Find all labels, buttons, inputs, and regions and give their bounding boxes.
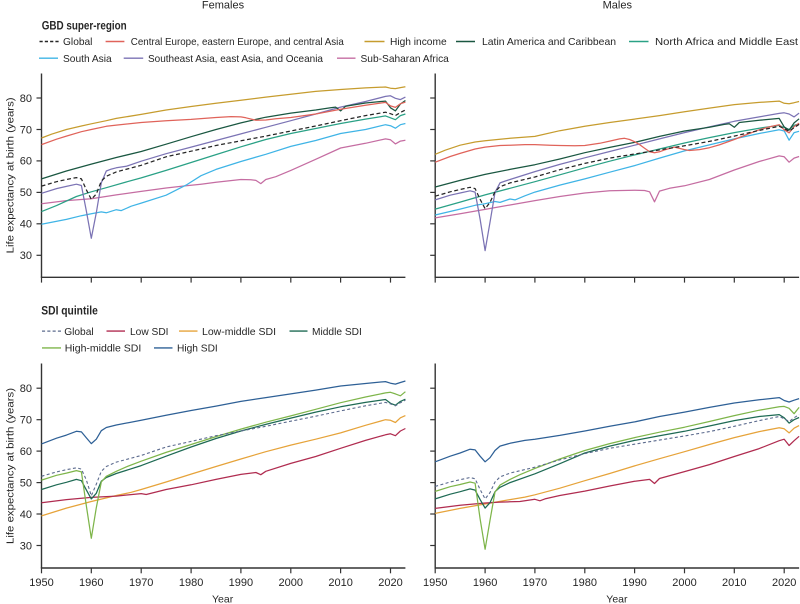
- svg-text:GBD super-region: GBD super-region: [42, 21, 127, 33]
- svg-text:Sub-Saharan Africa: Sub-Saharan Africa: [361, 54, 450, 65]
- svg-text:1950: 1950: [29, 577, 53, 589]
- svg-text:1960: 1960: [79, 577, 103, 589]
- svg-text:40: 40: [20, 219, 32, 231]
- svg-text:North Africa and Middle East: North Africa and Middle East: [655, 37, 798, 48]
- svg-text:High income: High income: [390, 37, 447, 48]
- svg-text:Males: Males: [603, 0, 633, 12]
- svg-text:2020: 2020: [772, 577, 796, 589]
- svg-text:Year: Year: [212, 594, 234, 604]
- svg-text:50: 50: [20, 187, 32, 199]
- svg-text:2020: 2020: [378, 577, 402, 589]
- svg-text:80: 80: [20, 93, 32, 105]
- svg-text:70: 70: [20, 124, 32, 136]
- svg-text:Global: Global: [63, 37, 92, 48]
- svg-text:2000: 2000: [279, 577, 303, 589]
- svg-text:Central Europe, eastern Europe: Central Europe, eastern Europe, and cent…: [131, 37, 344, 48]
- svg-text:Year: Year: [606, 594, 628, 604]
- svg-text:Low-middle SDI: Low-middle SDI: [202, 327, 276, 338]
- svg-text:2010: 2010: [328, 577, 352, 589]
- svg-text:Southeast Asia, east Asia, and: Southeast Asia, east Asia, and Oceania: [148, 54, 323, 65]
- svg-text:South Asia: South Asia: [63, 54, 112, 65]
- svg-text:2010: 2010: [722, 577, 746, 589]
- svg-text:2000: 2000: [672, 577, 696, 589]
- svg-text:1980: 1980: [179, 577, 203, 589]
- svg-text:60: 60: [20, 446, 32, 458]
- svg-text:Low SDI: Low SDI: [130, 327, 169, 338]
- svg-text:Life expectancy at birth (year: Life expectancy at birth (years): [6, 388, 17, 544]
- svg-text:Global: Global: [64, 327, 93, 338]
- svg-text:High SDI: High SDI: [177, 344, 218, 355]
- svg-text:1990: 1990: [229, 577, 253, 589]
- svg-text:Latin America and Caribbean: Latin America and Caribbean: [482, 37, 616, 48]
- svg-text:30: 30: [20, 540, 32, 552]
- svg-text:1980: 1980: [573, 577, 597, 589]
- svg-text:Middle SDI: Middle SDI: [312, 327, 362, 338]
- svg-text:SDI quintile: SDI quintile: [41, 306, 98, 318]
- svg-text:40: 40: [20, 509, 32, 521]
- svg-text:80: 80: [20, 383, 32, 395]
- svg-text:Life expectancy at birth (year: Life expectancy at birth (years): [6, 97, 17, 253]
- svg-text:1950: 1950: [423, 577, 447, 589]
- svg-text:1970: 1970: [523, 577, 547, 589]
- svg-text:30: 30: [20, 250, 32, 262]
- svg-text:1990: 1990: [622, 577, 646, 589]
- svg-text:1970: 1970: [129, 577, 153, 589]
- svg-text:High-middle SDI: High-middle SDI: [65, 344, 142, 355]
- svg-text:60: 60: [20, 156, 32, 168]
- svg-text:50: 50: [20, 477, 32, 489]
- svg-text:1960: 1960: [473, 577, 497, 589]
- svg-text:70: 70: [20, 415, 32, 427]
- svg-text:Females: Females: [202, 0, 245, 12]
